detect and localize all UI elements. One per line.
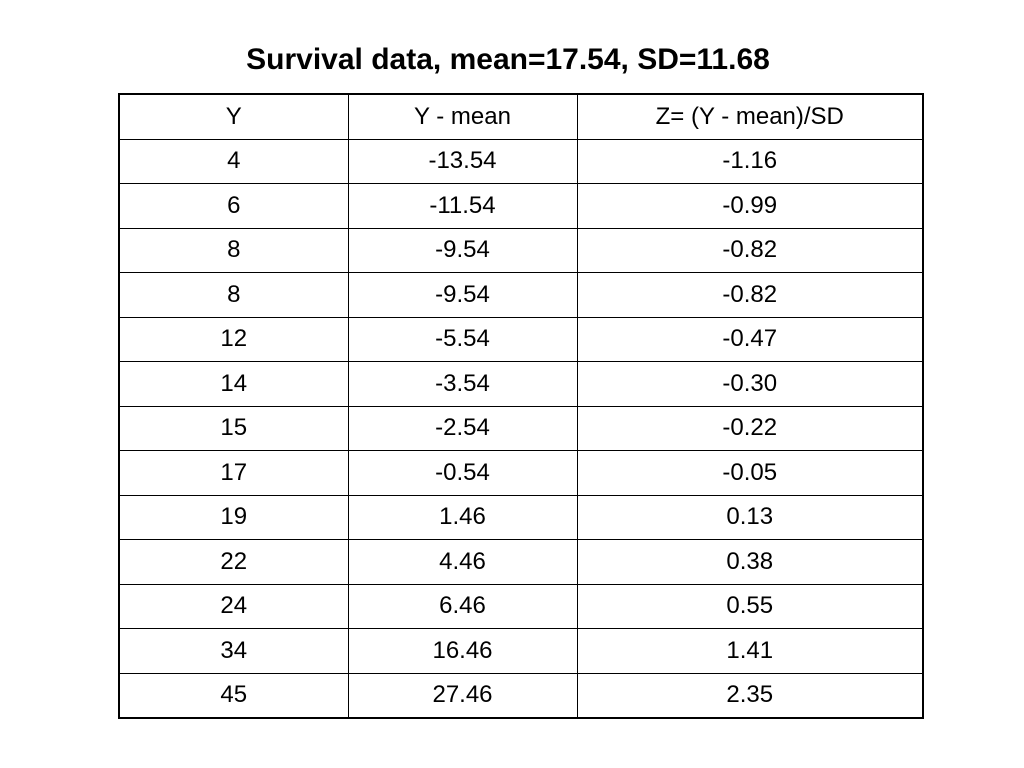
page-title: Survival data, mean=17.54, SD=11.68 (246, 43, 770, 76)
table-row: 15 -2.54 -0.22 (118, 405, 924, 451)
table-row: 4 -13.54 -1.16 (118, 138, 924, 184)
cell-z-score: -0.05 (576, 450, 924, 496)
cell-z-score: 0.38 (576, 539, 924, 585)
cell-y: 6 (118, 183, 349, 229)
cell-y-minus-mean: -9.54 (347, 272, 578, 318)
cell-z-score: 1.41 (576, 628, 924, 674)
cell-y: 8 (118, 227, 349, 273)
table-row: 24 6.46 0.55 (118, 583, 924, 629)
header-z-score: Z= (Y - mean)/SD (576, 93, 924, 140)
cell-z-score: -0.30 (576, 361, 924, 407)
table-row: 19 1.46 0.13 (118, 494, 924, 540)
cell-y-minus-mean: 16.46 (347, 628, 578, 674)
cell-y: 14 (118, 361, 349, 407)
cell-y: 15 (118, 405, 349, 451)
survival-data-table: Y Y - mean Z= (Y - mean)/SD 4 -13.54 -1.… (118, 93, 924, 719)
cell-z-score: -0.99 (576, 183, 924, 229)
cell-y: 24 (118, 583, 349, 629)
cell-y: 4 (118, 138, 349, 184)
cell-z-score: -0.82 (576, 272, 924, 318)
table-row: 34 16.46 1.41 (118, 628, 924, 674)
cell-z-score: -0.82 (576, 227, 924, 273)
cell-y-minus-mean: 6.46 (347, 583, 578, 629)
cell-y: 19 (118, 494, 349, 540)
cell-y: 17 (118, 450, 349, 496)
cell-z-score: -1.16 (576, 138, 924, 184)
table-row: 45 27.46 2.35 (118, 672, 924, 719)
table-row: 12 -5.54 -0.47 (118, 316, 924, 362)
cell-y-minus-mean: -2.54 (347, 405, 578, 451)
cell-y-minus-mean: -3.54 (347, 361, 578, 407)
cell-z-score: -0.22 (576, 405, 924, 451)
cell-y-minus-mean: -13.54 (347, 138, 578, 184)
cell-y-minus-mean: -5.54 (347, 316, 578, 362)
cell-z-score: 2.35 (576, 672, 924, 719)
table-row: 22 4.46 0.38 (118, 539, 924, 585)
cell-z-score: 0.13 (576, 494, 924, 540)
cell-y-minus-mean: 4.46 (347, 539, 578, 585)
cell-y-minus-mean: 1.46 (347, 494, 578, 540)
table-row: 14 -3.54 -0.30 (118, 361, 924, 407)
cell-y: 34 (118, 628, 349, 674)
cell-y: 12 (118, 316, 349, 362)
cell-y-minus-mean: -11.54 (347, 183, 578, 229)
table-row: 8 -9.54 -0.82 (118, 272, 924, 318)
cell-y-minus-mean: -9.54 (347, 227, 578, 273)
header-y: Y (118, 93, 349, 140)
header-y-minus-mean: Y - mean (347, 93, 578, 140)
cell-y-minus-mean: 27.46 (347, 672, 578, 719)
cell-y: 45 (118, 672, 349, 719)
cell-z-score: -0.47 (576, 316, 924, 362)
table-row: 17 -0.54 -0.05 (118, 450, 924, 496)
cell-y: 8 (118, 272, 349, 318)
table-header-row: Y Y - mean Z= (Y - mean)/SD (118, 93, 924, 140)
table-row: 8 -9.54 -0.82 (118, 227, 924, 273)
cell-z-score: 0.55 (576, 583, 924, 629)
cell-y-minus-mean: -0.54 (347, 450, 578, 496)
table-row: 6 -11.54 -0.99 (118, 183, 924, 229)
cell-y: 22 (118, 539, 349, 585)
